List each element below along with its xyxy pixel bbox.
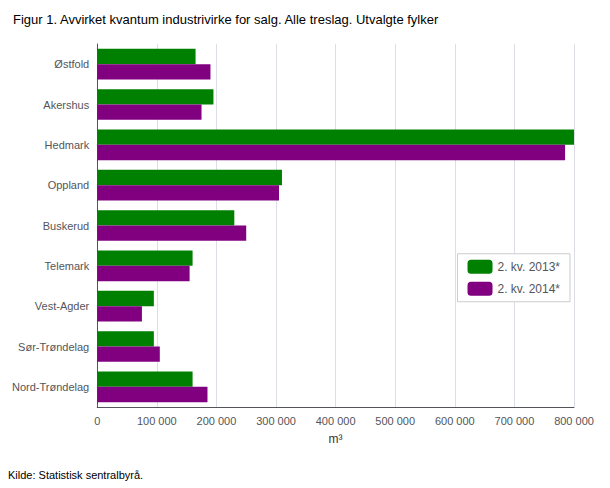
svg-text:300 000: 300 000 — [256, 415, 296, 427]
svg-text:2. kv. 2013*: 2. kv. 2013* — [498, 260, 561, 274]
svg-text:Figur 1. Avvirket kvantum indu: Figur 1. Avvirket kvantum industrivirke … — [13, 12, 439, 27]
svg-text:2. kv. 2014*: 2. kv. 2014* — [498, 282, 561, 296]
svg-text:Buskerud: Buskerud — [43, 220, 89, 232]
svg-text:700 000: 700 000 — [495, 415, 535, 427]
svg-text:500 000: 500 000 — [375, 415, 415, 427]
svg-text:m³: m³ — [329, 432, 343, 446]
svg-text:0: 0 — [94, 415, 100, 427]
svg-text:Telemark: Telemark — [45, 260, 90, 272]
svg-text:200 000: 200 000 — [197, 415, 237, 427]
svg-text:Kilde: Statistisk sentralbyrå.: Kilde: Statistisk sentralbyrå. — [8, 469, 143, 481]
svg-text:400 000: 400 000 — [316, 415, 356, 427]
svg-text:Sør-Trøndelag: Sør-Trøndelag — [18, 341, 89, 353]
svg-text:Nord-Trøndelag: Nord-Trøndelag — [12, 381, 89, 393]
svg-text:Hedmark: Hedmark — [45, 139, 90, 151]
svg-text:Oppland: Oppland — [48, 179, 90, 191]
svg-text:100 000: 100 000 — [137, 415, 177, 427]
svg-text:Østfold: Østfold — [54, 58, 89, 70]
svg-text:Vest-Agder: Vest-Agder — [35, 300, 90, 312]
svg-text:600 000: 600 000 — [435, 415, 475, 427]
svg-text:800 000: 800 000 — [554, 415, 594, 427]
svg-text:Akershus: Akershus — [43, 99, 89, 111]
